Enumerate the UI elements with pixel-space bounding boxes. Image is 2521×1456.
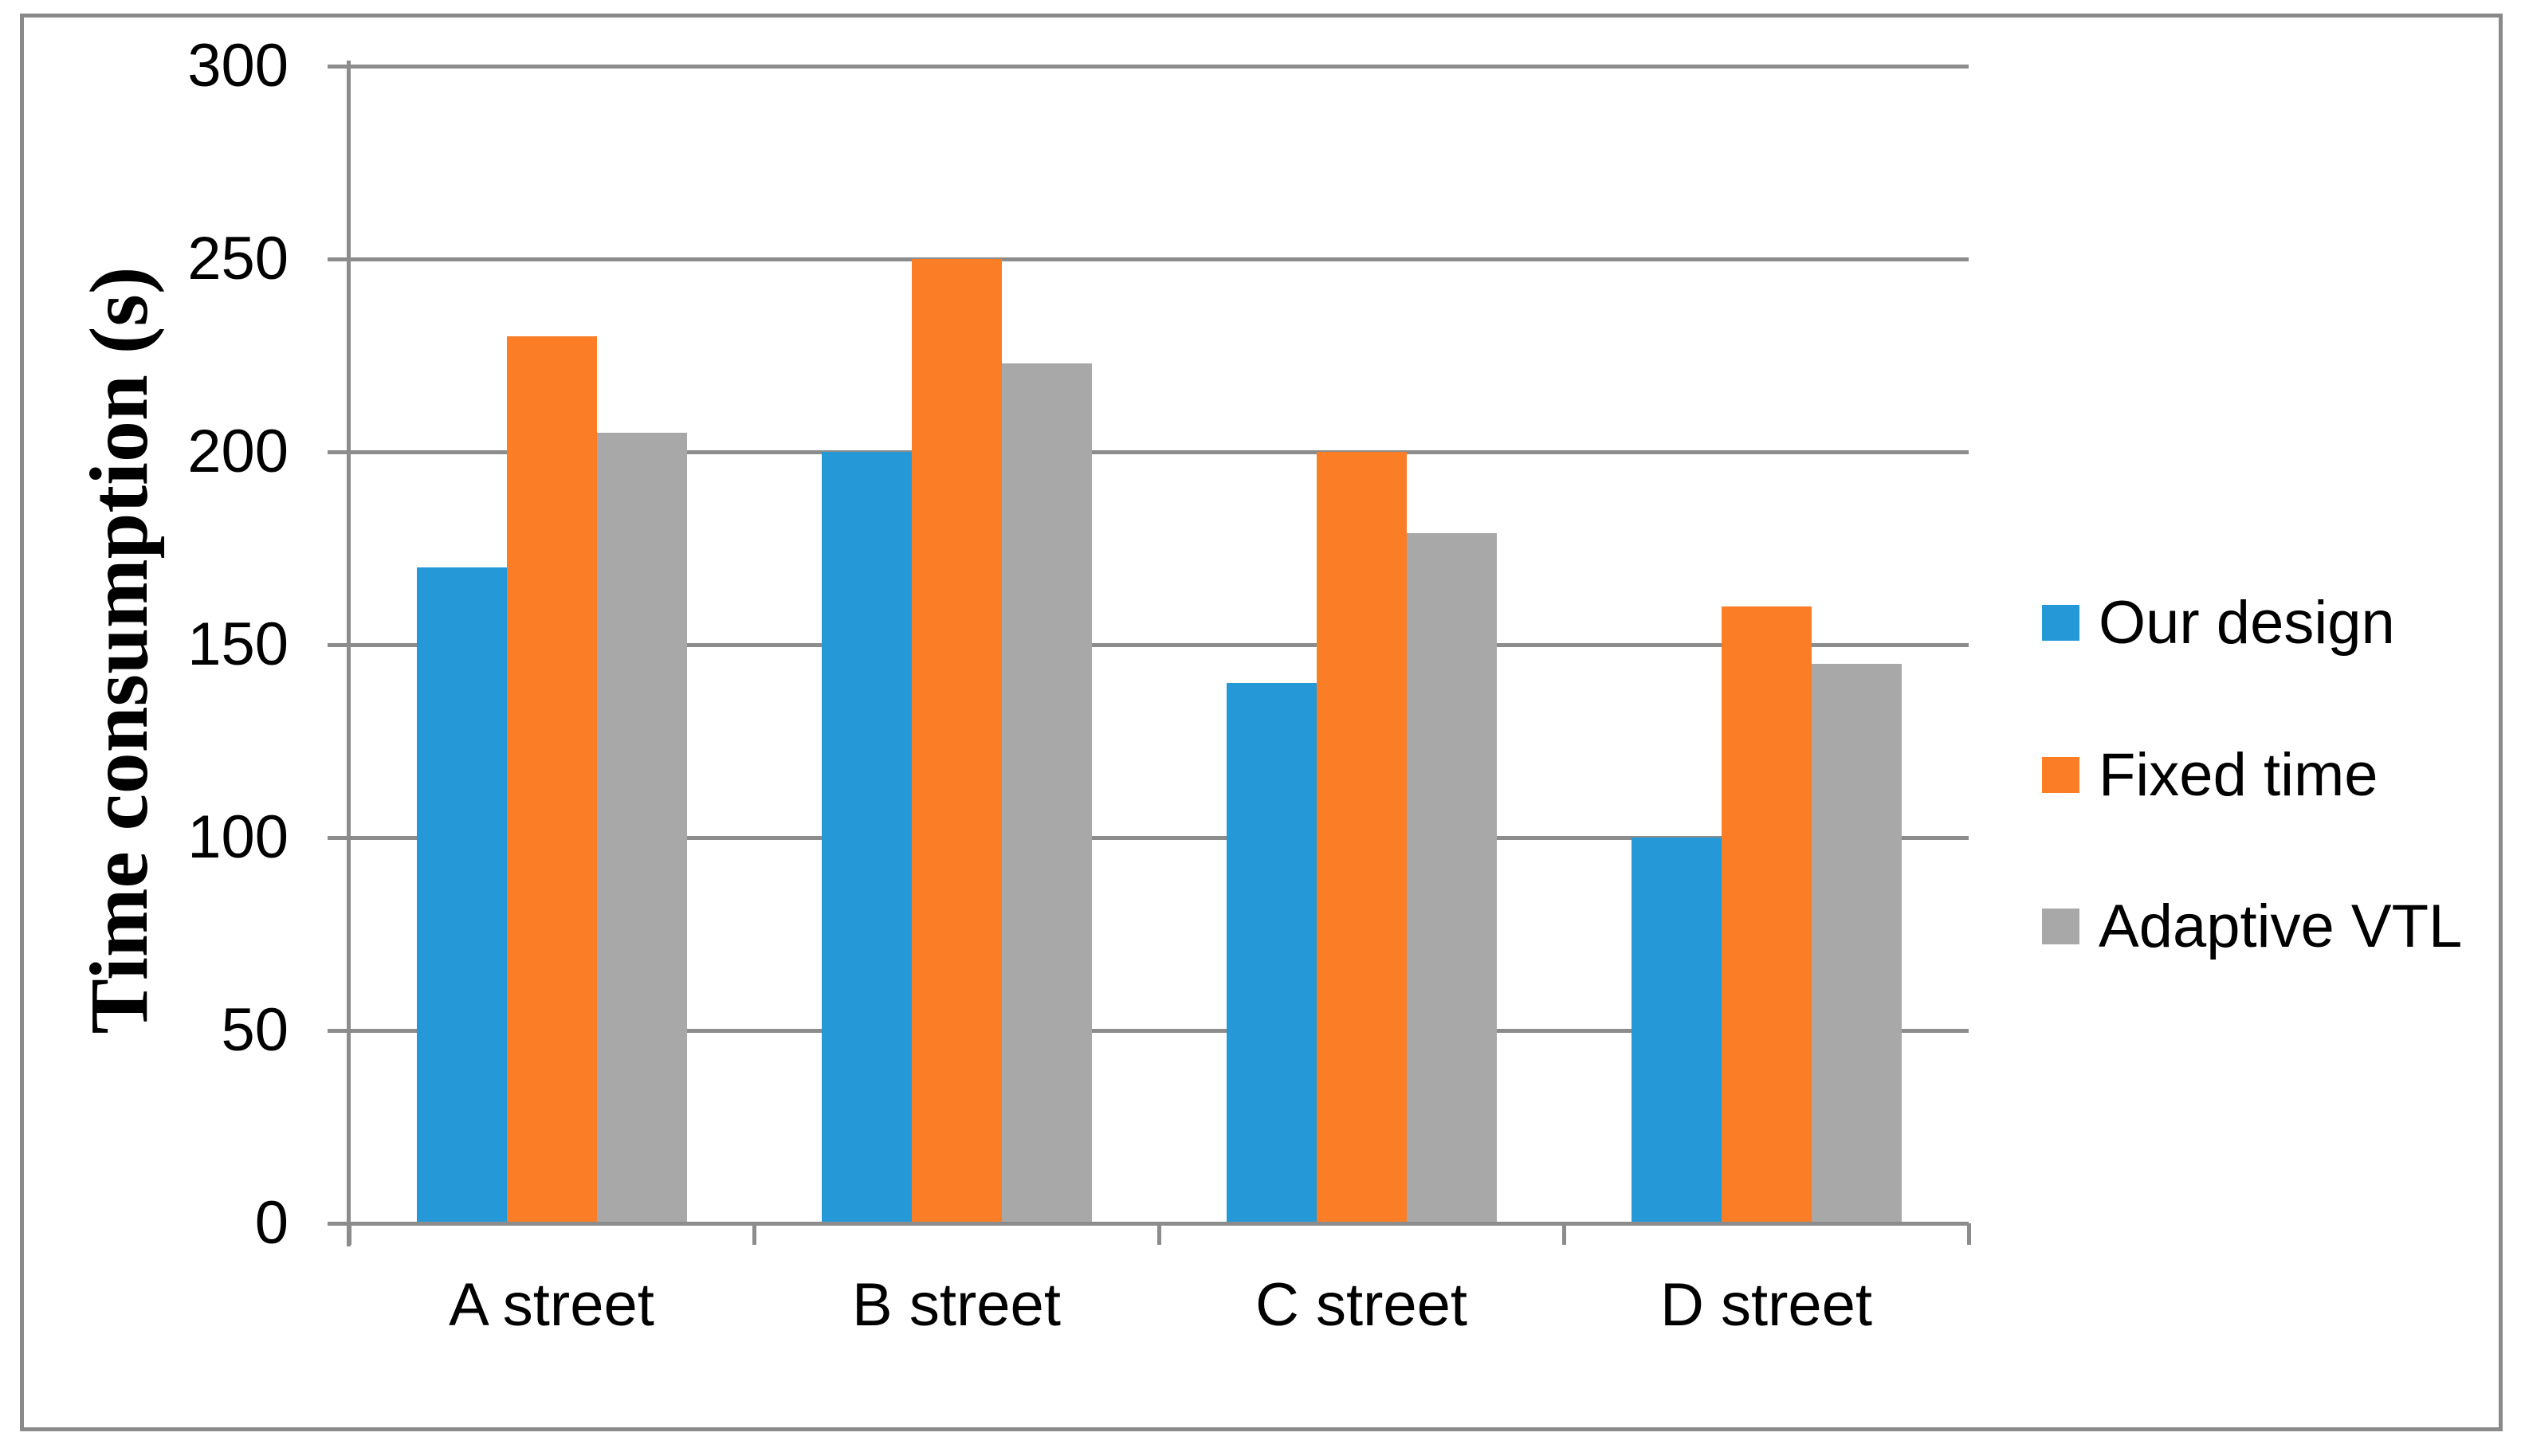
y-axis-line [347,61,351,1246]
legend-label: Adaptive VTL [2099,892,2463,960]
x-category-label: B street [852,1271,1061,1339]
bar-adaptive-vtl [1811,664,1902,1223]
bar-our-design [416,567,507,1223]
legend-swatch-icon [2042,908,2079,944]
legend-swatch-icon [2042,756,2079,793]
y-axis-tick [328,1221,349,1226]
legend-label: Our design [2099,588,2395,657]
y-tick-label: 300 [187,32,289,100]
bar-adaptive-vtl [596,432,687,1223]
bar-fixed-time [1721,606,1812,1223]
legend-item-fixed-time: Fixed time [2042,733,2378,816]
x-axis-tick [752,1223,756,1245]
gridline [349,257,1969,261]
legend-item-our-design: Our design [2042,581,2395,664]
y-tick-label: 200 [187,418,289,485]
y-tick-label: 250 [187,225,289,292]
y-axis-tick [328,1028,349,1033]
legend-label: Fixed time [2099,740,2378,809]
x-axis-tick [1966,1223,1971,1245]
x-category-label: A street [449,1271,654,1339]
y-axis-tick [328,64,349,69]
bar-adaptive-vtl [1406,532,1497,1223]
bar-fixed-time [911,259,1002,1223]
gridline [349,835,1969,840]
gridline [349,1028,1969,1033]
gridline [349,642,1969,647]
x-axis-tick [1561,1223,1566,1245]
bar-fixed-time [1316,452,1407,1223]
legend-swatch-icon [2042,604,2079,641]
x-category-label: D street [1659,1271,1873,1339]
bar-our-design [1226,683,1317,1223]
bar-our-design [1631,838,1722,1223]
bar-our-design [821,452,912,1223]
y-axis-tick [328,835,349,840]
gridline [349,449,1969,454]
y-axis-tick [328,642,349,647]
bar-adaptive-vtl [1001,363,1092,1223]
x-category-label: C street [1255,1271,1468,1339]
chart-border-frame [20,14,2503,1431]
y-tick-label: 0 [254,1189,289,1257]
gridline [349,64,1969,69]
y-axis-tick [328,449,349,454]
legend-item-adaptive-vtl: Adaptive VTL [2042,885,2462,967]
y-axis-tick [328,257,349,261]
y-tick-label: 100 [187,803,289,871]
y-tick-label: 50 [221,996,289,1064]
x-axis-tick [1156,1223,1161,1245]
y-tick-label: 150 [187,610,289,678]
bar-fixed-time [506,336,597,1223]
plot-area [349,64,1969,1226]
